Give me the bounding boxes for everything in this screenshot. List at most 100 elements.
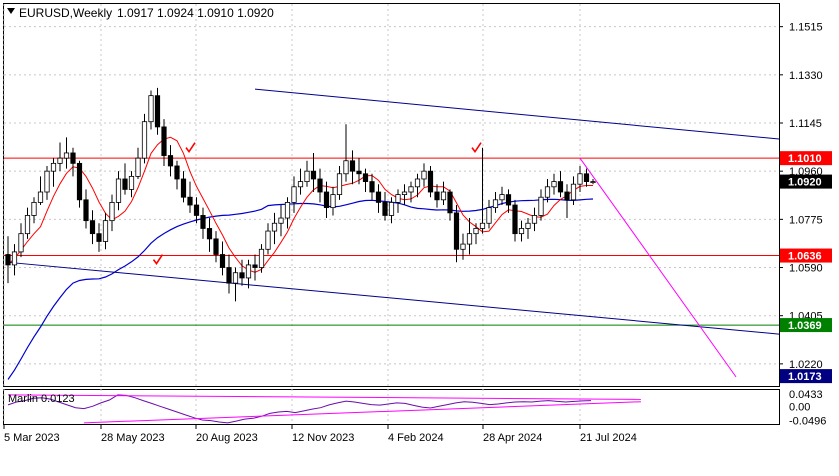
candle-body-76: [499, 194, 505, 201]
candle-body-8: [57, 157, 63, 164]
indicator-tick-label-1: 0.00: [789, 401, 810, 413]
candle-body-13: [89, 220, 96, 235]
candle-body-64: [421, 170, 427, 180]
candle-body-84: [551, 181, 557, 188]
candle-body-23: [154, 95, 161, 128]
candle-body-29: [193, 204, 200, 216]
candle-body-38: [252, 264, 258, 268]
candle-body-14: [96, 233, 102, 242]
candle-body-78: [512, 204, 518, 235]
price-tag-bg-2: [780, 248, 832, 263]
y-tick-label-2: 1.1145: [789, 118, 822, 130]
candle-body-82: [538, 196, 544, 216]
candle-body-24: [161, 126, 167, 156]
candle-body-41: [271, 222, 278, 232]
candle-body-1: [11, 251, 18, 266]
candle-body-37: [245, 264, 252, 279]
candle-body-46: [304, 170, 310, 182]
candle-body-89: [583, 173, 590, 182]
candle-body-7: [50, 162, 57, 172]
checkmarks: [152, 142, 482, 265]
marlin-indicator: [7, 394, 641, 424]
indicator-trendline-1: [83, 401, 641, 424]
price-tags: 1.1010 1.0920 1.0636 1.0369 1.0173: [780, 151, 832, 384]
candle-body-19: [128, 175, 135, 190]
candle-body-39: [258, 248, 265, 268]
candle-body-9: [63, 152, 70, 159]
candle-body-4: [31, 202, 37, 216]
candle-body-30: [200, 215, 206, 229]
candle-body-58: [382, 202, 388, 216]
candle-body-3: [24, 215, 31, 235]
main-grid: [3, 4, 779, 424]
candle-body-87: [570, 183, 577, 201]
ohlc-label: 1.0917 1.0924 1.0910 1.0920: [117, 6, 274, 20]
indicator-pane[interactable]: [3, 389, 780, 425]
candle-body-12: [83, 199, 89, 222]
candle-body-20: [135, 157, 141, 177]
dropdown-triangle-icon[interactable]: [7, 8, 15, 14]
candle-body-70: [460, 243, 466, 250]
indicator-trendline-0: [7, 394, 641, 400]
candle-body-28: [187, 196, 193, 206]
candle-body-6: [44, 170, 50, 193]
y-tick-label-7: 1.0220: [789, 359, 823, 371]
candle-body-50: [330, 194, 336, 209]
y-tick-label-1: 1.1330: [789, 70, 823, 82]
candle-body-90: [590, 181, 596, 183]
candle-body-53: [349, 160, 356, 172]
indicator-line: [7, 394, 592, 424]
candle-body-71: [466, 233, 473, 245]
indicator-tick-label-0: 0.0433: [789, 389, 823, 401]
candle-body-25: [167, 155, 174, 167]
candle-body-16: [109, 202, 115, 222]
candle-body-72: [473, 228, 479, 235]
trendline-lower: [7, 261, 780, 335]
time-axis[interactable]: 5 Mar 2023 28 May 2023 20 Aug 2023 12 Nov 2…: [3, 424, 637, 444]
candle-body-85: [557, 181, 564, 193]
candle-body-45: [297, 181, 304, 188]
x-tick-label-0: 5 Mar 2023: [4, 432, 60, 444]
candle-body-22: [148, 95, 154, 123]
candle-body-79: [518, 228, 525, 235]
candle-body-0: [5, 254, 11, 266]
candle-body-86: [564, 191, 570, 201]
indicator-tick-label-2: -0.0496: [789, 415, 826, 427]
candle-body-73: [479, 222, 486, 229]
candle-body-17: [115, 178, 122, 203]
candles: [5, 87, 596, 302]
price-tag-label-1: 1.0920: [788, 177, 822, 189]
candle-body-26: [174, 165, 180, 180]
candle-body-56: [369, 181, 375, 193]
x-tick-label-4: 4 Feb 2024: [388, 432, 444, 444]
price-axis[interactable]: 1.15151.13301.11451.09601.07751.05901.04…: [779, 22, 823, 371]
candle-body-35: [232, 272, 239, 284]
candle-body-66: [434, 191, 440, 201]
candle-body-49: [323, 191, 330, 209]
candle-body-80: [525, 222, 531, 229]
candle-body-2: [18, 233, 24, 253]
price-tag-bg-1: [780, 174, 832, 189]
candle-body-67: [440, 191, 447, 201]
candle-body-27: [180, 178, 187, 198]
candle-body-83: [544, 186, 551, 198]
candle-body-74: [486, 207, 492, 224]
y-tick-label-0: 1.1515: [789, 22, 823, 34]
candle-body-48: [317, 178, 323, 193]
candle-body-77: [505, 194, 512, 206]
candle-body-52: [343, 160, 349, 175]
price-tag-label-4: 1.0173: [788, 371, 822, 383]
price-tag-label-3: 1.0369: [788, 320, 822, 332]
trendlines: [7, 88, 780, 378]
candle-body-51: [336, 173, 343, 196]
price-tag-bg-4: [780, 369, 832, 384]
candle-body-69: [453, 212, 460, 250]
candle-body-5: [37, 191, 44, 203]
candle-body-33: [219, 254, 226, 268]
price-tag-label-0: 1.1010: [788, 153, 822, 165]
candle-body-59: [388, 202, 395, 216]
price-tag-label-2: 1.0636: [788, 251, 822, 263]
indicator-label: Marlin 0.0123: [8, 393, 75, 405]
x-tick-label-6: 21 Jul 2024: [580, 432, 637, 444]
candle-body-44: [291, 186, 297, 203]
